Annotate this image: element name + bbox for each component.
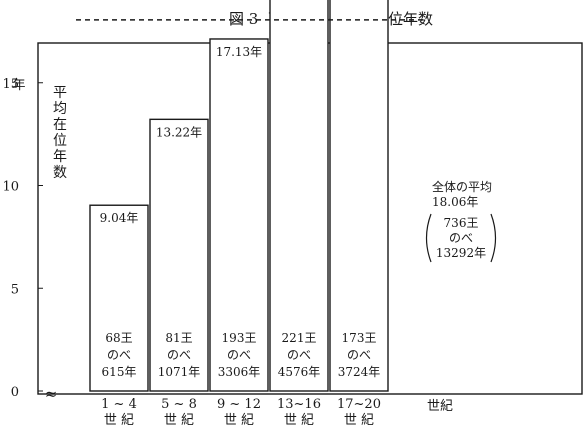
y-tick-label: 0 xyxy=(11,385,19,400)
x-category-label: 世 紀 xyxy=(344,413,374,428)
bar-note-line: 615年 xyxy=(102,365,137,379)
bar-note-line: のべ xyxy=(287,348,311,362)
y-tick-label: 10 xyxy=(2,180,19,195)
x-category-range: 13~16 xyxy=(277,397,321,412)
average-value-label: 18.06年 xyxy=(432,195,478,209)
average-note-paren-right xyxy=(490,213,497,263)
bar-note-line: 81王 xyxy=(165,331,192,345)
bar xyxy=(329,0,389,392)
x-category-label: 世 紀 xyxy=(104,413,134,428)
average-note-line: 736王 xyxy=(444,216,479,230)
y-tick-label: 5 xyxy=(11,282,19,297)
bar xyxy=(269,0,329,392)
figure-label: 図 3 xyxy=(229,10,258,28)
x-category-label: 世 紀 xyxy=(164,413,194,428)
x-category-range: 1 ~ 4 xyxy=(101,397,137,412)
average-note-paren-left xyxy=(425,213,432,263)
x-axis-title: 世紀 xyxy=(427,399,453,414)
bar-note-line: のべ xyxy=(107,348,131,362)
bar-note-line: のべ xyxy=(227,348,251,362)
x-category-range: 17~20 xyxy=(337,397,381,412)
bar-note-line: 4576年 xyxy=(278,365,321,379)
bar-note-line: 3306年 xyxy=(218,365,261,379)
bar-note-line: 193王 xyxy=(222,331,257,345)
bar-value-label: 13.22年 xyxy=(156,125,202,139)
y-axis-title: 平均在位年数 xyxy=(53,85,67,181)
x-category-range: 9 ~ 12 xyxy=(217,397,261,412)
bar-note-line: 221王 xyxy=(282,331,317,345)
bar-note-line: 1071年 xyxy=(158,365,201,379)
x-category-range: 5 ~ 8 xyxy=(161,397,197,412)
bar-note-line: のべ xyxy=(167,348,191,362)
average-note-line: のべ xyxy=(449,231,473,245)
y-unit-label: 年 xyxy=(12,78,25,93)
bar-note-line: 3724年 xyxy=(338,365,381,379)
bar xyxy=(89,204,149,392)
bar xyxy=(149,118,209,392)
bar-value-label: 17.13年 xyxy=(216,45,262,59)
bar-note-line: のべ xyxy=(347,348,371,362)
axis-break-mark: ≈ xyxy=(45,385,58,403)
bar-note-line: 68王 xyxy=(105,331,132,345)
average-note-line: 13292年 xyxy=(436,246,486,260)
x-category-label: 世 紀 xyxy=(284,413,314,428)
bar-note-line: 173王 xyxy=(342,331,377,345)
y-tick-label: 15 xyxy=(2,77,19,92)
bar-value-label: 9.04年 xyxy=(100,211,139,225)
x-category-label: 世 紀 xyxy=(224,413,254,428)
bar xyxy=(209,38,269,392)
average-label: 全体の平均 xyxy=(432,179,492,194)
